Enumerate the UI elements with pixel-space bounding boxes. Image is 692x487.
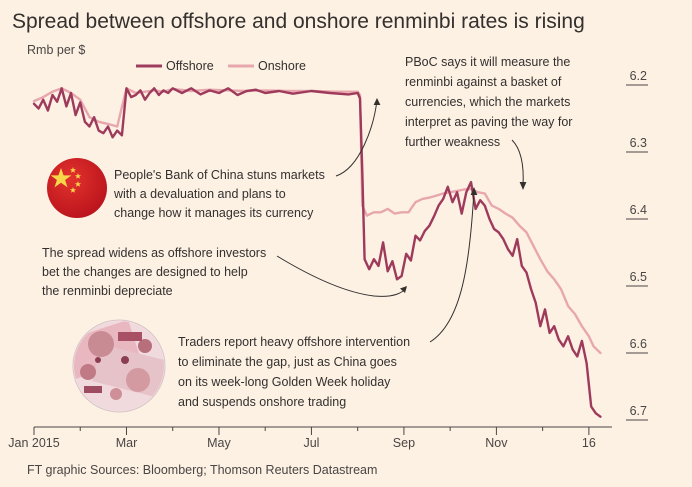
annotation-traders-intervention: Traders report heavy offshore interventi… [178,335,410,409]
y-tick-label: 6.4 [630,203,647,217]
banknote-collage-icon [72,319,166,413]
x-tick-label: Mar [116,436,138,450]
annotation-line: interpret as paving the way for [405,115,572,129]
annotation-line: People's Bank of China stuns markets [114,168,325,182]
annotation-line: and suspends onshore trading [178,395,346,409]
y-axis-unit-label: Rmb per $ [27,43,86,57]
annotation-line: The spread widens as offshore investors [42,246,266,260]
annotation-line: Traders report heavy offshore interventi… [178,335,410,349]
devaluation-leader-line [335,99,378,177]
y-tick-label: 6.3 [630,136,647,150]
devaluation-arrowhead [373,98,381,105]
annotation-line: PBoC says it will measure the [405,55,570,69]
annotation-spread-widens: The spread widens as offshore investors b… [42,246,266,298]
annotation-devaluation: People's Bank of China stuns markets with… [113,168,325,220]
spread-arrowhead [400,286,407,293]
pboc-leader-line [511,139,524,187]
annotation-line: to eliminate the gap, just as China goes [178,355,397,369]
x-tick-label: Jan 2015 [8,436,59,450]
annotation-pboc-basket: PBoC says it will measure the renminbi ag… [405,55,572,149]
legend: Offshore Onshore [136,59,306,73]
y-tick-label: 6.5 [630,270,647,284]
series-offshore-line [32,87,602,418]
annotation-line: currencies, which the markets [405,95,570,109]
annotation-line: bet the changes are designed to help [42,265,248,279]
y-tick-label: 6.6 [630,337,647,351]
source-note: FT graphic Sources: Bloomberg; Thomson R… [27,463,378,477]
page-title: Spread between offshore and onshore renm… [12,10,585,33]
legend-offshore-label: Offshore [166,59,214,73]
annotation-line: the renminbi depreciate [42,284,173,298]
spread-leader-line [276,255,407,297]
legend-onshore-label: Onshore [258,59,306,73]
x-tick-label: Nov [485,436,508,450]
annotation-line: change how it manages its currency [114,206,314,220]
traders-arrowhead [470,187,478,195]
traders-leader-line [429,189,475,343]
annotation-line: further weakness [405,135,500,149]
annotation-line: renminbi against a basket of [405,75,562,89]
y-tick-label: 6.7 [630,404,647,418]
pboc-arrowhead [519,182,527,190]
x-tick-label: Jul [303,436,319,450]
china-flag-icon [47,158,107,218]
annotation-line: with a devaluation and plans to [113,187,286,201]
annotation-line: on its week-long Golden Week holiday [178,375,391,389]
x-tick-label: May [207,436,231,450]
x-tick-label: 16 [582,436,596,450]
y-tick-label: 6.2 [630,69,647,83]
x-tick-label: Sep [393,436,415,450]
